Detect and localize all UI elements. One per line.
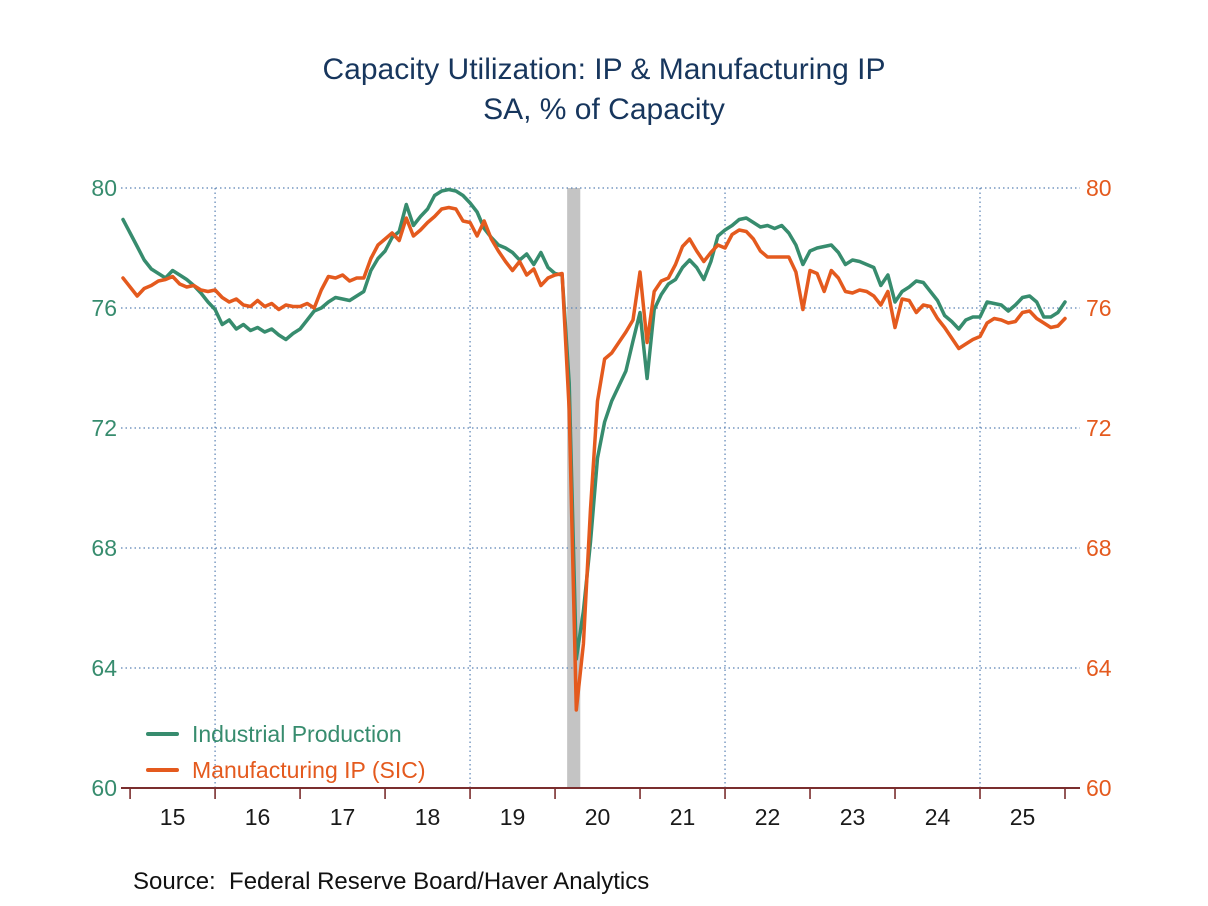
x-tick-label: 18 <box>415 804 441 830</box>
legend-label: Industrial Production <box>192 720 402 747</box>
y-tick-label-left: 72 <box>91 415 117 441</box>
x-tick-label: 22 <box>755 804 781 830</box>
chart-title-line2: SA, % of Capacity <box>483 93 725 126</box>
x-tick-label: 21 <box>670 804 696 830</box>
legend-item: Manufacturing IP (SIC) <box>146 752 426 788</box>
chart-title: Capacity Utilization: IP & Manufacturing… <box>0 50 1208 130</box>
y-tick-label-right: 76 <box>1086 295 1112 321</box>
chart-title-line1: Capacity Utilization: IP & Manufacturing… <box>322 53 886 86</box>
y-tick-label-left: 68 <box>91 535 117 561</box>
y-tick-label-right: 72 <box>1086 415 1112 441</box>
y-tick-label-left: 64 <box>91 655 117 681</box>
legend-item: Industrial Production <box>146 716 426 752</box>
legend-swatch-line-icon <box>146 732 179 736</box>
x-tick-label: 15 <box>160 804 186 830</box>
series-line-manufacturing-ip-sic <box>121 205 1067 712</box>
y-tick-label-right: 60 <box>1086 775 1112 801</box>
source-note: Source: Federal Reserve Board/Haver Anal… <box>133 868 650 895</box>
x-tick-label: 17 <box>330 804 356 830</box>
legend: Industrial Production Manufacturing IP (S… <box>146 716 426 788</box>
x-tick-label: 24 <box>925 804 951 830</box>
x-tick-label: 23 <box>840 804 866 830</box>
x-tick-label: 25 <box>1010 804 1036 830</box>
x-tick-label: 19 <box>500 804 526 830</box>
x-tick-label: 20 <box>585 804 611 830</box>
legend-swatch-line-icon <box>146 768 179 772</box>
y-tick-label-left: 80 <box>91 175 117 201</box>
series-line-industrial-production <box>121 187 1067 661</box>
y-tick-label-left: 60 <box>91 775 117 801</box>
y-tick-label-right: 68 <box>1086 535 1112 561</box>
y-tick-label-right: 64 <box>1086 655 1112 681</box>
x-tick-label: 16 <box>245 804 271 830</box>
y-tick-label-left: 76 <box>91 295 117 321</box>
y-tick-label-right: 80 <box>1086 175 1112 201</box>
legend-label: Manufacturing IP (SIC) <box>192 756 426 783</box>
